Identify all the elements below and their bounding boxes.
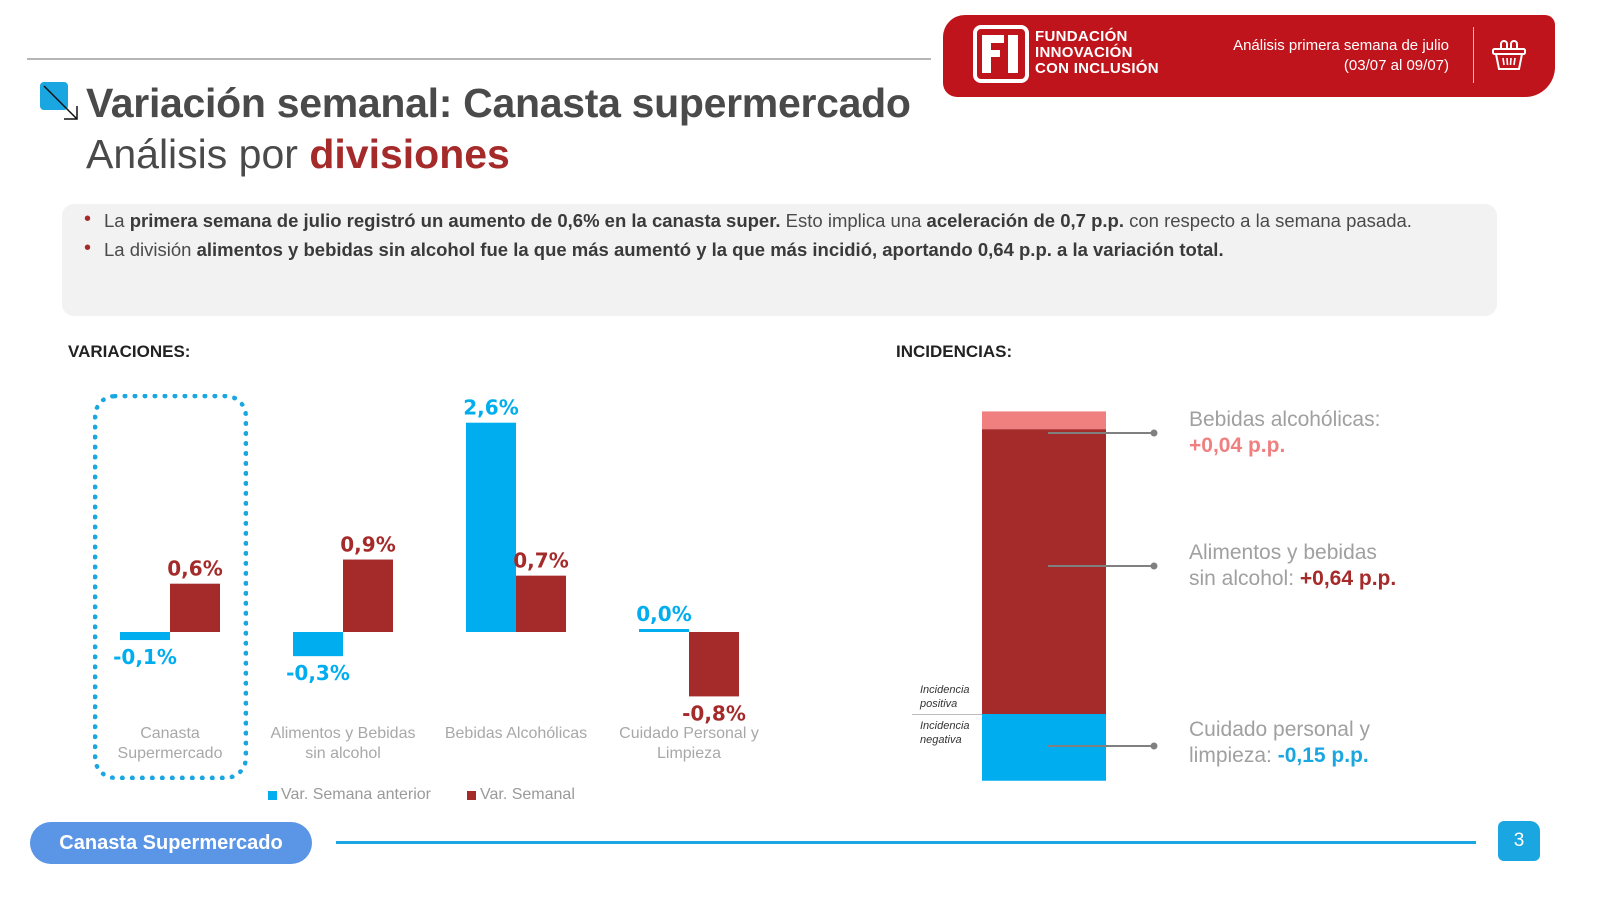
brand-line: INNOVACIÓN xyxy=(1035,44,1133,61)
report-period: Análisis primera semana de julio (03/07 … xyxy=(1233,36,1449,76)
incidencias-chart xyxy=(982,411,1158,781)
callout-food: Alimentos y bebidas sin alcohol: +0,64 p… xyxy=(1189,540,1396,592)
category-label: Bebidas Alcohólicas xyxy=(445,725,587,742)
incidencias-heading: INCIDENCIAS: xyxy=(896,342,1013,361)
category-label: Cuidado Personal y xyxy=(619,725,759,742)
variaciones-chart: -0,1% 0,6% Canasta Supermercado -0,3% 0,9% Ali… xyxy=(113,396,759,762)
summary-text: La xyxy=(104,210,130,231)
callout-alcohol: Bebidas alcohólicas: +0,04 p.p. xyxy=(1189,407,1380,459)
header-rule xyxy=(27,58,931,60)
summary-bullet: La división alimentos y bebidas sin alco… xyxy=(84,237,1484,261)
subtitle-prefix: Análisis por xyxy=(86,131,310,177)
brand-line: CON INCLUSIÓN xyxy=(1035,60,1159,77)
category-label: Limpieza xyxy=(657,745,721,762)
callout-value: +0,04 p.p. xyxy=(1189,434,1286,457)
data-label: 0,6% xyxy=(167,557,222,581)
banner-divider xyxy=(1473,27,1474,83)
axis-label-line: Incidencia xyxy=(920,720,970,732)
summary-text: La división xyxy=(104,239,197,260)
summary-box: La primera semana de julio registró un a… xyxy=(62,204,1497,316)
callout-caption: limpieza: xyxy=(1189,744,1278,767)
brand-name: FUNDACIÓN INNOVACIÓN CON INCLUSIÓN xyxy=(1035,29,1159,77)
legend-label: Var. Semana anterior xyxy=(281,786,432,803)
legend-swatch xyxy=(268,790,277,800)
fi-logo-icon xyxy=(982,35,1018,73)
category-label: Canasta xyxy=(140,725,200,742)
legend-swatch xyxy=(467,790,477,800)
bar-weekly xyxy=(689,632,739,697)
data-label: 0,9% xyxy=(340,533,395,557)
basket-icon xyxy=(1492,40,1526,70)
variaciones-heading: VARIACIONES: xyxy=(68,342,191,361)
summary-emphasis: primera semana de julio registró un aume… xyxy=(129,210,781,231)
category-label: Alimentos y Bebidas xyxy=(271,725,416,742)
period-title: Análisis primera semana de julio xyxy=(1233,37,1449,54)
legend-item-weekly: Var. Semanal xyxy=(467,786,575,804)
segment-care xyxy=(982,714,1106,781)
negative-incidence-label: Incidencia negativa xyxy=(920,719,970,747)
title-arrow-icon xyxy=(40,82,78,120)
leader-dot xyxy=(1150,429,1158,437)
legend-label: Var. Semanal xyxy=(480,786,575,803)
category-label: sin alcohol xyxy=(305,745,381,762)
segment-food xyxy=(982,429,1106,714)
summary-bullet: La primera semana de julio registró un a… xyxy=(84,208,1484,232)
bar-prev-week xyxy=(639,629,689,632)
callout-caption: sin alcohol: xyxy=(1189,567,1300,590)
data-label: -0,8% xyxy=(682,701,746,725)
category-label: Supermercado xyxy=(118,745,223,762)
incidence-divider xyxy=(912,714,982,715)
callout-caption: Cuidado personal y xyxy=(1189,718,1370,741)
brand-banner: FUNDACIÓN INNOVACIÓN CON INCLUSIÓN Análi… xyxy=(943,15,1555,97)
page-title: Variación semanal: Canasta supermercado xyxy=(86,80,911,126)
callout-care: Cuidado personal y limpieza: -0,15 p.p. xyxy=(1189,717,1370,769)
summary-emphasis: aceleración de 0,7 p.p. xyxy=(926,210,1124,231)
segment-alcohol xyxy=(982,411,1106,430)
chart-legend: Var. Semana anterior Var. Semanal xyxy=(268,786,575,804)
summary-emphasis: alimentos y bebidas sin alcohol fue la q… xyxy=(196,239,1224,260)
bar-weekly xyxy=(516,575,566,632)
bar-weekly xyxy=(170,583,220,632)
summary-text: con respecto a la semana pasada. xyxy=(1123,210,1412,231)
callout-value: +0,64 p.p. xyxy=(1299,567,1397,590)
data-label: 2,6% xyxy=(463,396,518,420)
footer-rule xyxy=(336,841,1476,844)
callout-caption: Bebidas alcohólicas: xyxy=(1189,408,1381,431)
callout-value: -0,15 p.p. xyxy=(1277,744,1369,767)
subtitle-accent: divisiones xyxy=(309,131,510,177)
bar-weekly xyxy=(343,559,393,632)
axis-label-line: positiva xyxy=(920,698,958,710)
data-label: -0,3% xyxy=(286,661,350,685)
period-dates: (03/07 al 09/07) xyxy=(1343,57,1449,74)
legend-item-prev-week: Var. Semana anterior xyxy=(268,786,431,804)
positive-incidence-label: Incidencia positiva xyxy=(920,683,970,711)
callout-caption: Alimentos y bebidas xyxy=(1189,541,1377,564)
page-subtitle: Análisis por divisiones xyxy=(86,131,510,178)
summary-text: Esto implica una xyxy=(780,210,927,231)
bar-prev-week xyxy=(293,632,343,657)
axis-label-line: Incidencia xyxy=(920,684,970,696)
page-number: 3 xyxy=(1498,821,1540,861)
axis-label-line: negativa xyxy=(920,734,962,746)
bar-prev-week xyxy=(120,632,170,641)
leader-dot xyxy=(1150,742,1158,750)
summary-list: La primera semana de julio registró un a… xyxy=(84,208,1484,267)
bar-prev-week xyxy=(466,422,516,632)
data-label: 0,7% xyxy=(513,549,568,573)
leader-dot xyxy=(1150,562,1158,570)
brand-line: FUNDACIÓN xyxy=(1035,28,1128,45)
data-label: -0,1% xyxy=(113,645,177,669)
highlight-frame xyxy=(93,394,248,780)
section-tab[interactable]: Canasta Supermercado xyxy=(30,822,312,864)
data-label: 0,0% xyxy=(636,602,691,626)
brand-logo xyxy=(973,25,1029,83)
